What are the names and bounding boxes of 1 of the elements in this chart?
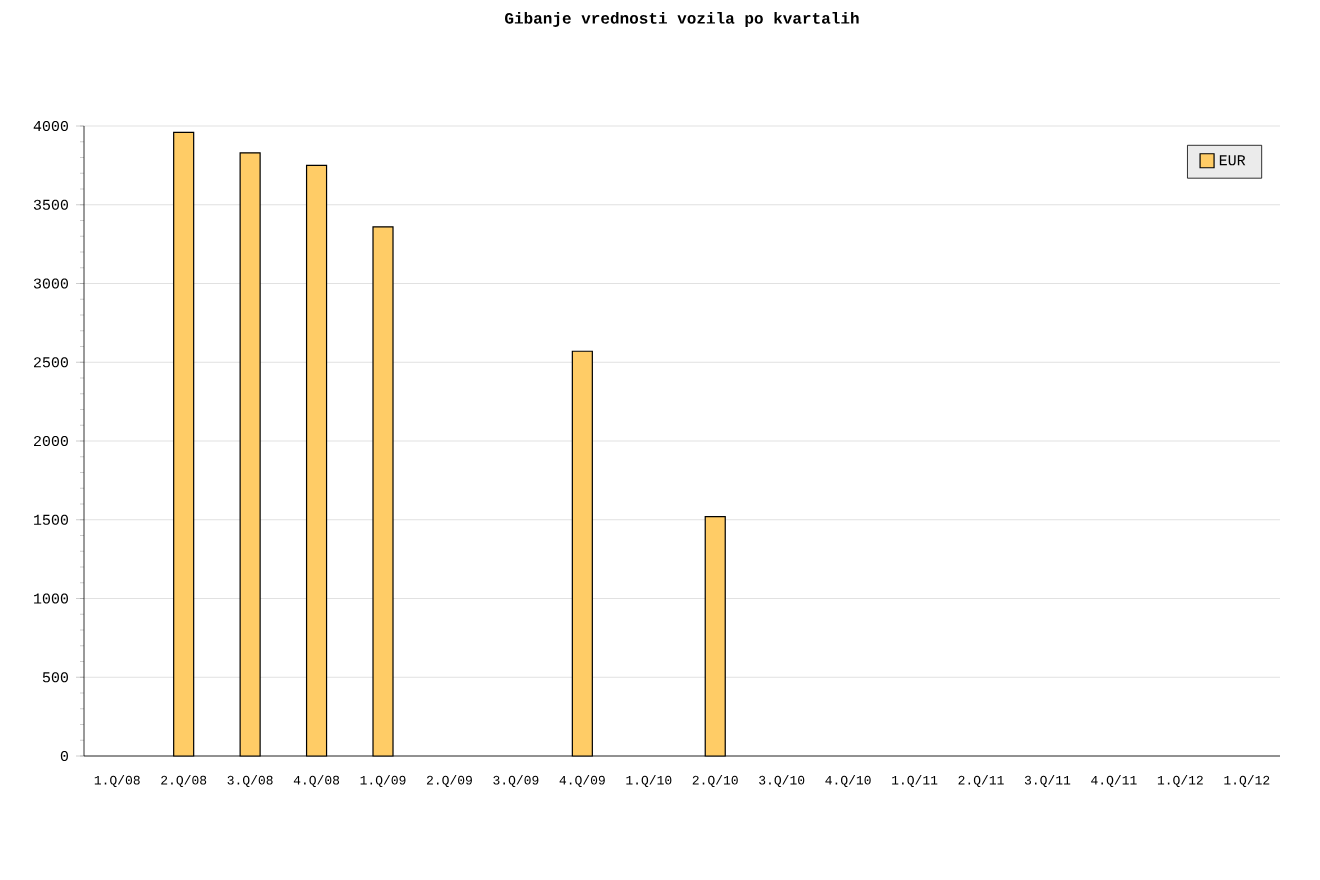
chart-title: Gibanje vrednosti vozila po kvartalih [505, 12, 859, 27]
